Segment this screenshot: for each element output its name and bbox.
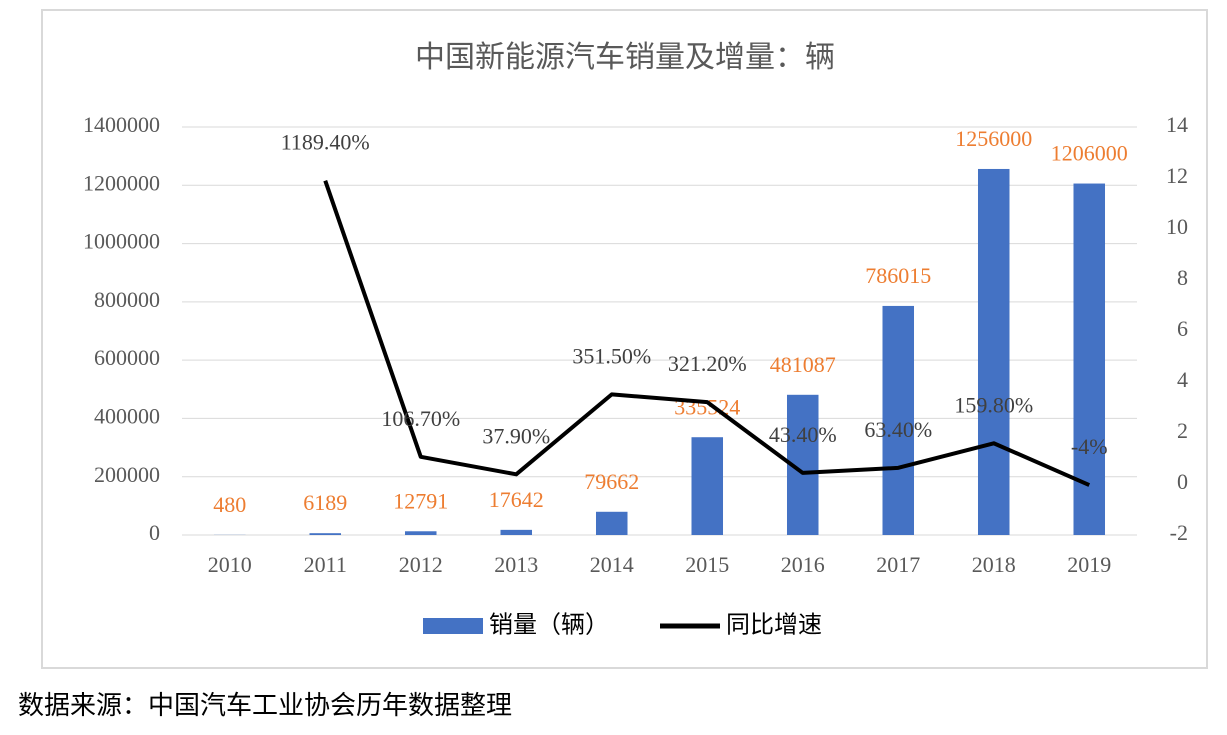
- legend-label: 同比增速: [726, 612, 822, 639]
- line-value-label: 351.50%: [572, 343, 651, 368]
- y-tick-label: 1400000: [83, 112, 160, 137]
- x-tick-label: 2012: [399, 552, 443, 577]
- line-value-label: 37.90%: [482, 423, 550, 448]
- x-tick-label: 2015: [685, 552, 729, 577]
- y-tick-label: 1000000: [83, 229, 160, 254]
- line-value-label: 159.80%: [954, 392, 1033, 417]
- bar-value-label: 6189: [303, 490, 347, 515]
- x-tick-label: 2013: [494, 552, 538, 577]
- x-tick-label: 2011: [304, 552, 347, 577]
- chart-title: 中国新能源汽车销量及增量：辆: [415, 41, 835, 74]
- bar-value-label: 1256000: [955, 126, 1032, 151]
- y-tick-label: 800000: [94, 287, 160, 312]
- bar-value-label: 12791: [393, 488, 448, 513]
- legend-swatch: [423, 618, 483, 634]
- line-value-label: 321.20%: [668, 351, 747, 376]
- x-tick-label: 2017: [876, 552, 920, 577]
- x-tick-label: 2010: [208, 552, 252, 577]
- bar: [309, 533, 341, 535]
- y2-tick-label: 2: [1177, 418, 1188, 443]
- bar-value-label: 481087: [770, 352, 836, 377]
- bar: [405, 531, 437, 535]
- line-value-label: 43.40%: [769, 422, 837, 447]
- y-tick-label: 0: [149, 520, 160, 545]
- bar-value-label: 17642: [489, 487, 544, 512]
- y2-tick-label: 4: [1177, 367, 1188, 392]
- y2-tick-label: 12: [1166, 163, 1188, 188]
- x-tick-label: 2019: [1067, 552, 1111, 577]
- y-tick-label: 600000: [94, 345, 160, 370]
- bar-value-label: 480: [213, 492, 246, 517]
- bar-value-label: 1206000: [1051, 141, 1128, 166]
- y2-tick-label: 10: [1166, 214, 1188, 239]
- y-tick-label: 200000: [94, 462, 160, 487]
- y-tick-label: 1200000: [83, 170, 160, 195]
- bar-value-label: 79662: [584, 469, 639, 494]
- bar: [691, 437, 723, 535]
- x-tick-label: 2016: [781, 552, 825, 577]
- y2-tick-label: 14: [1166, 112, 1188, 137]
- bar: [500, 530, 532, 535]
- line-value-label: 106.70%: [381, 406, 460, 431]
- line-value-label: 63.40%: [864, 417, 932, 442]
- y2-tick-label: 6: [1177, 316, 1188, 341]
- legend-label: 销量（辆）: [489, 612, 609, 639]
- y2-tick-label: 0: [1177, 469, 1188, 494]
- bar: [596, 512, 628, 535]
- bar-value-label: 335524: [674, 394, 740, 419]
- line-value-label: -4%: [1071, 434, 1108, 459]
- y2-tick-label: 8: [1177, 265, 1188, 290]
- bar: [978, 169, 1010, 535]
- y-tick-label: 400000: [94, 403, 160, 428]
- line-value-label: 1189.40%: [281, 130, 370, 155]
- x-tick-label: 2018: [972, 552, 1016, 577]
- bar-value-label: 786015: [865, 263, 931, 288]
- x-tick-label: 2014: [590, 552, 634, 577]
- y2-tick-label: -2: [1170, 520, 1188, 545]
- footer-note: 数据来源：中国汽车工业协会历年数据整理: [18, 691, 512, 720]
